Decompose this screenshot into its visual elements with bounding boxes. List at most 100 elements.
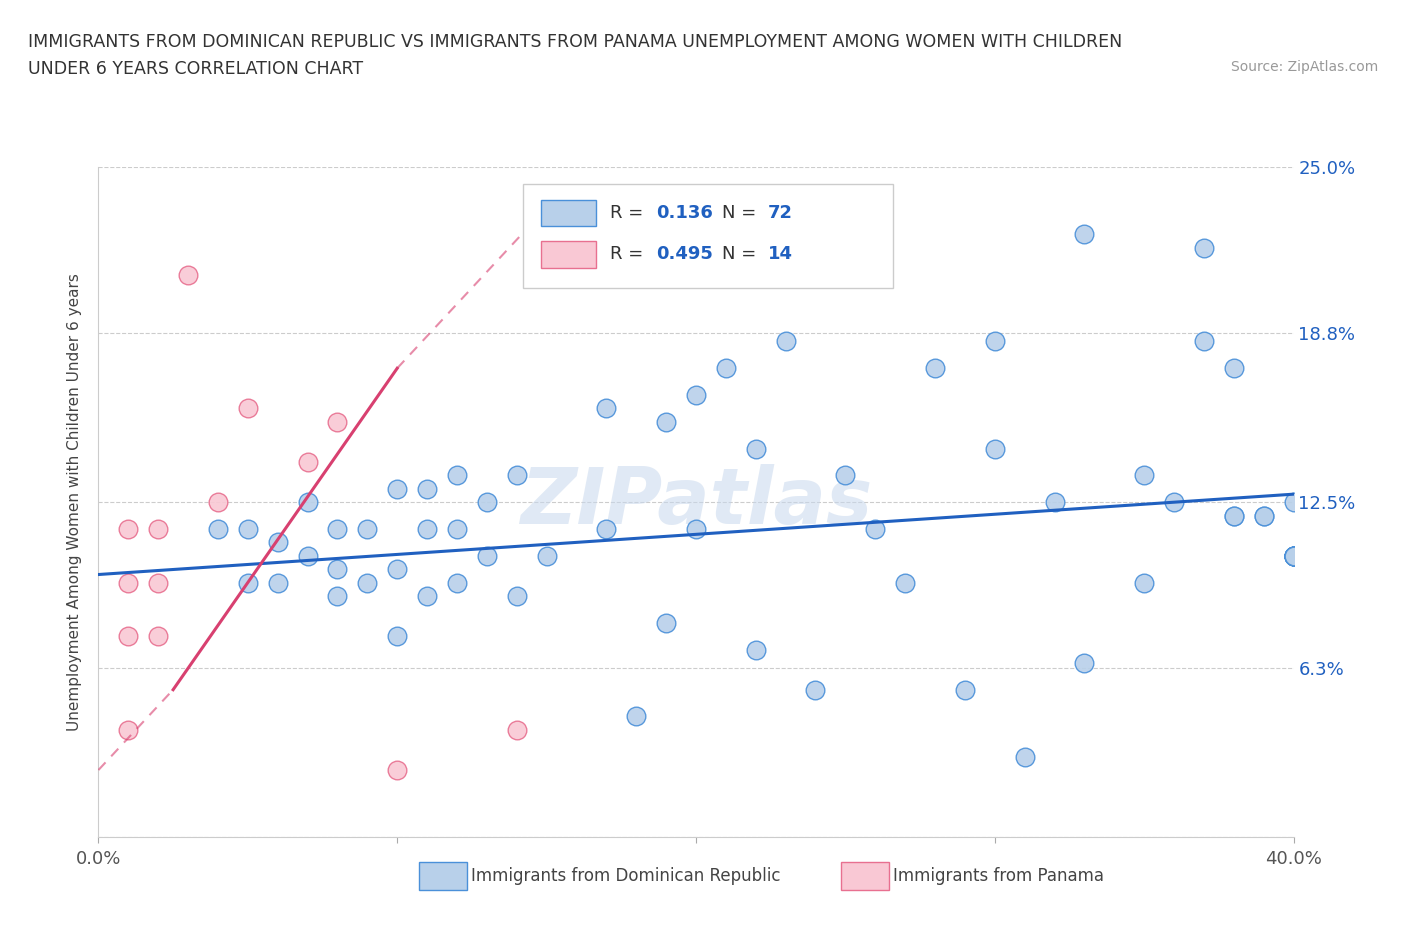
Point <box>267 575 290 590</box>
Point <box>655 415 678 430</box>
Point <box>506 723 529 737</box>
Point <box>1253 508 1275 523</box>
Point <box>506 468 529 483</box>
Point <box>1282 549 1305 564</box>
Text: IMMIGRANTS FROM DOMINICAN REPUBLIC VS IMMIGRANTS FROM PANAMA UNEMPLOYMENT AMONG : IMMIGRANTS FROM DOMINICAN REPUBLIC VS IM… <box>28 33 1122 50</box>
Point <box>446 522 468 537</box>
Point <box>446 575 468 590</box>
Point <box>745 441 768 456</box>
Point <box>655 616 678 631</box>
Point <box>297 455 319 470</box>
Point <box>1282 549 1305 564</box>
Point <box>1282 549 1305 564</box>
Point <box>326 562 349 577</box>
Point <box>207 522 229 537</box>
Point <box>475 495 498 510</box>
Point <box>1192 240 1215 255</box>
Point <box>236 401 259 416</box>
Point <box>1282 549 1305 564</box>
Point <box>326 589 349 604</box>
Point <box>984 441 1007 456</box>
Point <box>117 522 139 537</box>
Point <box>1253 508 1275 523</box>
Point <box>595 401 617 416</box>
Point <box>416 482 439 497</box>
Text: R =: R = <box>610 204 650 222</box>
Point <box>1282 495 1305 510</box>
FancyBboxPatch shape <box>523 184 893 288</box>
Point <box>236 575 259 590</box>
Point <box>117 575 139 590</box>
Point <box>385 562 409 577</box>
Point <box>506 589 529 604</box>
Point <box>117 629 139 644</box>
Point <box>117 723 139 737</box>
Point <box>326 522 349 537</box>
Point <box>565 187 588 202</box>
Point <box>356 522 378 537</box>
Point <box>834 468 856 483</box>
Text: 14: 14 <box>768 246 793 263</box>
Y-axis label: Unemployment Among Women with Children Under 6 years: Unemployment Among Women with Children U… <box>67 273 83 731</box>
Point <box>595 522 617 537</box>
Point <box>1223 508 1246 523</box>
Text: UNDER 6 YEARS CORRELATION CHART: UNDER 6 YEARS CORRELATION CHART <box>28 60 363 78</box>
Point <box>416 589 439 604</box>
FancyBboxPatch shape <box>540 241 596 268</box>
Point <box>207 495 229 510</box>
Point <box>1043 495 1066 510</box>
Text: 0.495: 0.495 <box>657 246 713 263</box>
Point <box>894 575 917 590</box>
Point <box>1282 549 1305 564</box>
Point <box>953 683 976 698</box>
Point <box>1282 549 1305 564</box>
Point <box>1282 549 1305 564</box>
Point <box>1223 361 1246 376</box>
Point <box>475 549 498 564</box>
Point <box>775 334 797 349</box>
Point <box>745 642 768 657</box>
Point <box>1014 750 1036 764</box>
Text: N =: N = <box>723 246 762 263</box>
Point <box>1282 549 1305 564</box>
Point <box>326 415 349 430</box>
Point <box>177 267 200 282</box>
Point <box>356 575 378 590</box>
Text: ZIPatlas: ZIPatlas <box>520 464 872 540</box>
Point <box>685 388 707 403</box>
Point <box>1282 549 1305 564</box>
Point <box>236 522 259 537</box>
Text: R =: R = <box>610 246 650 263</box>
Point <box>865 522 887 537</box>
Point <box>714 361 737 376</box>
Point <box>416 522 439 537</box>
Point <box>1073 227 1095 242</box>
Point <box>804 683 827 698</box>
Point <box>446 468 468 483</box>
Text: 72: 72 <box>768 204 793 222</box>
Text: Immigrants from Dominican Republic: Immigrants from Dominican Republic <box>471 867 780 885</box>
Point <box>385 763 409 777</box>
Text: N =: N = <box>723 204 762 222</box>
Point <box>1133 575 1156 590</box>
Text: Source: ZipAtlas.com: Source: ZipAtlas.com <box>1230 60 1378 74</box>
Point <box>1282 549 1305 564</box>
FancyBboxPatch shape <box>540 200 596 226</box>
Point <box>267 535 290 550</box>
Point <box>385 482 409 497</box>
Point <box>148 575 170 590</box>
Point <box>984 334 1007 349</box>
Point <box>148 522 170 537</box>
Point <box>297 495 319 510</box>
Point <box>1163 495 1185 510</box>
Point <box>297 549 319 564</box>
Point <box>924 361 946 376</box>
Point <box>626 709 648 724</box>
Point <box>1223 508 1246 523</box>
Point <box>385 629 409 644</box>
Point <box>685 522 707 537</box>
Point <box>1133 468 1156 483</box>
Point <box>1282 549 1305 564</box>
Point <box>1192 334 1215 349</box>
Text: 0.136: 0.136 <box>657 204 713 222</box>
